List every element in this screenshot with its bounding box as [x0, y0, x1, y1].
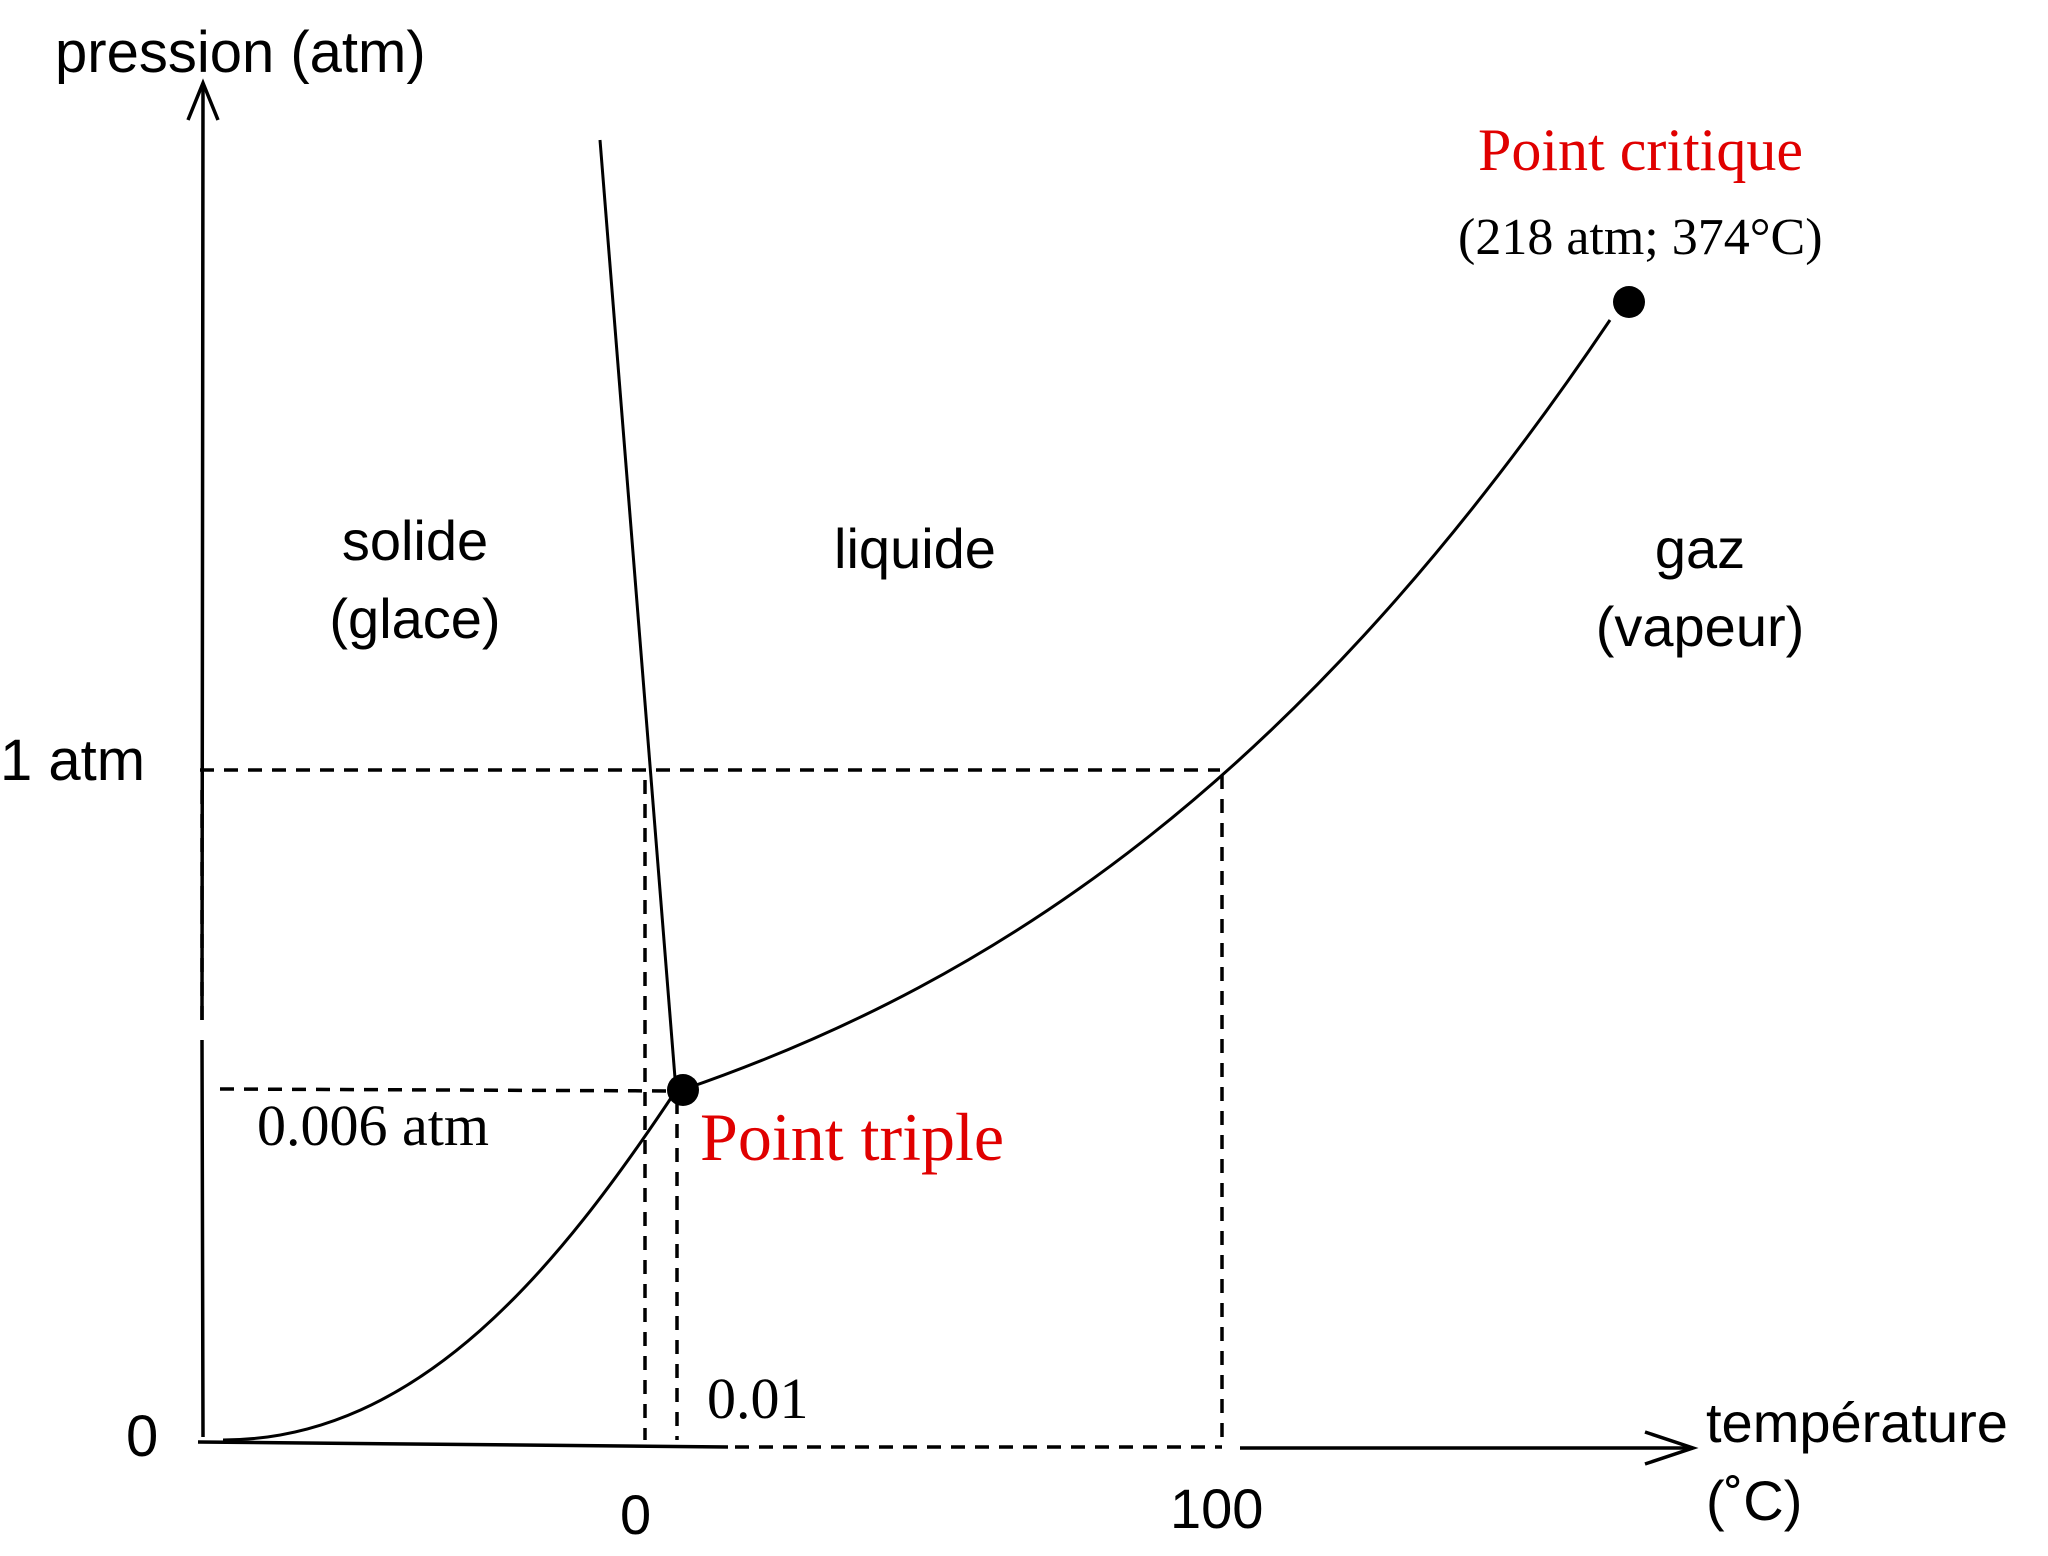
region-gas-line1: gaz — [1655, 517, 1745, 580]
x-tick-zero: 0 — [620, 1483, 651, 1546]
triple-point-marker — [667, 1074, 699, 1106]
x-tick-triple-temperature: 0.01 — [707, 1366, 809, 1431]
x-axis-arrowhead — [1644, 1430, 1699, 1466]
x-axis-label-line2: (˚C) — [1706, 1469, 1802, 1532]
x-tick-hundred: 100 — [1170, 1477, 1263, 1540]
region-gas-line2: (vapeur) — [1596, 595, 1805, 658]
y-axis-label: pression (atm) — [55, 20, 426, 85]
sublimation-curve — [222, 1091, 677, 1442]
y-axis-arrowhead — [186, 78, 220, 121]
region-solid-line1: solide — [342, 509, 488, 572]
triple-pressure-dashed-line — [219, 1087, 681, 1093]
critical-point-label: Point critique — [1478, 117, 1803, 183]
triple-point-label: Point triple — [700, 1099, 1004, 1175]
y-axis — [200, 84, 205, 1438]
critical-point-values: (218 atm; 374°C) — [1458, 209, 1823, 266]
y-tick-one-atm: 1 atm — [0, 728, 145, 793]
y-tick-triple-pressure: 0.006 atm — [257, 1093, 489, 1158]
y-tick-zero: 0 — [126, 1404, 158, 1469]
x-axis-solid-left — [197, 1440, 729, 1449]
vaporization-curve — [684, 319, 1612, 1091]
region-solid-line2: (glace) — [329, 587, 500, 650]
critical-point-marker — [1613, 286, 1645, 318]
x-axis-label-line1: température — [1706, 1391, 2008, 1454]
region-liquid: liquide — [834, 517, 996, 580]
melting-curve — [598, 139, 677, 1079]
